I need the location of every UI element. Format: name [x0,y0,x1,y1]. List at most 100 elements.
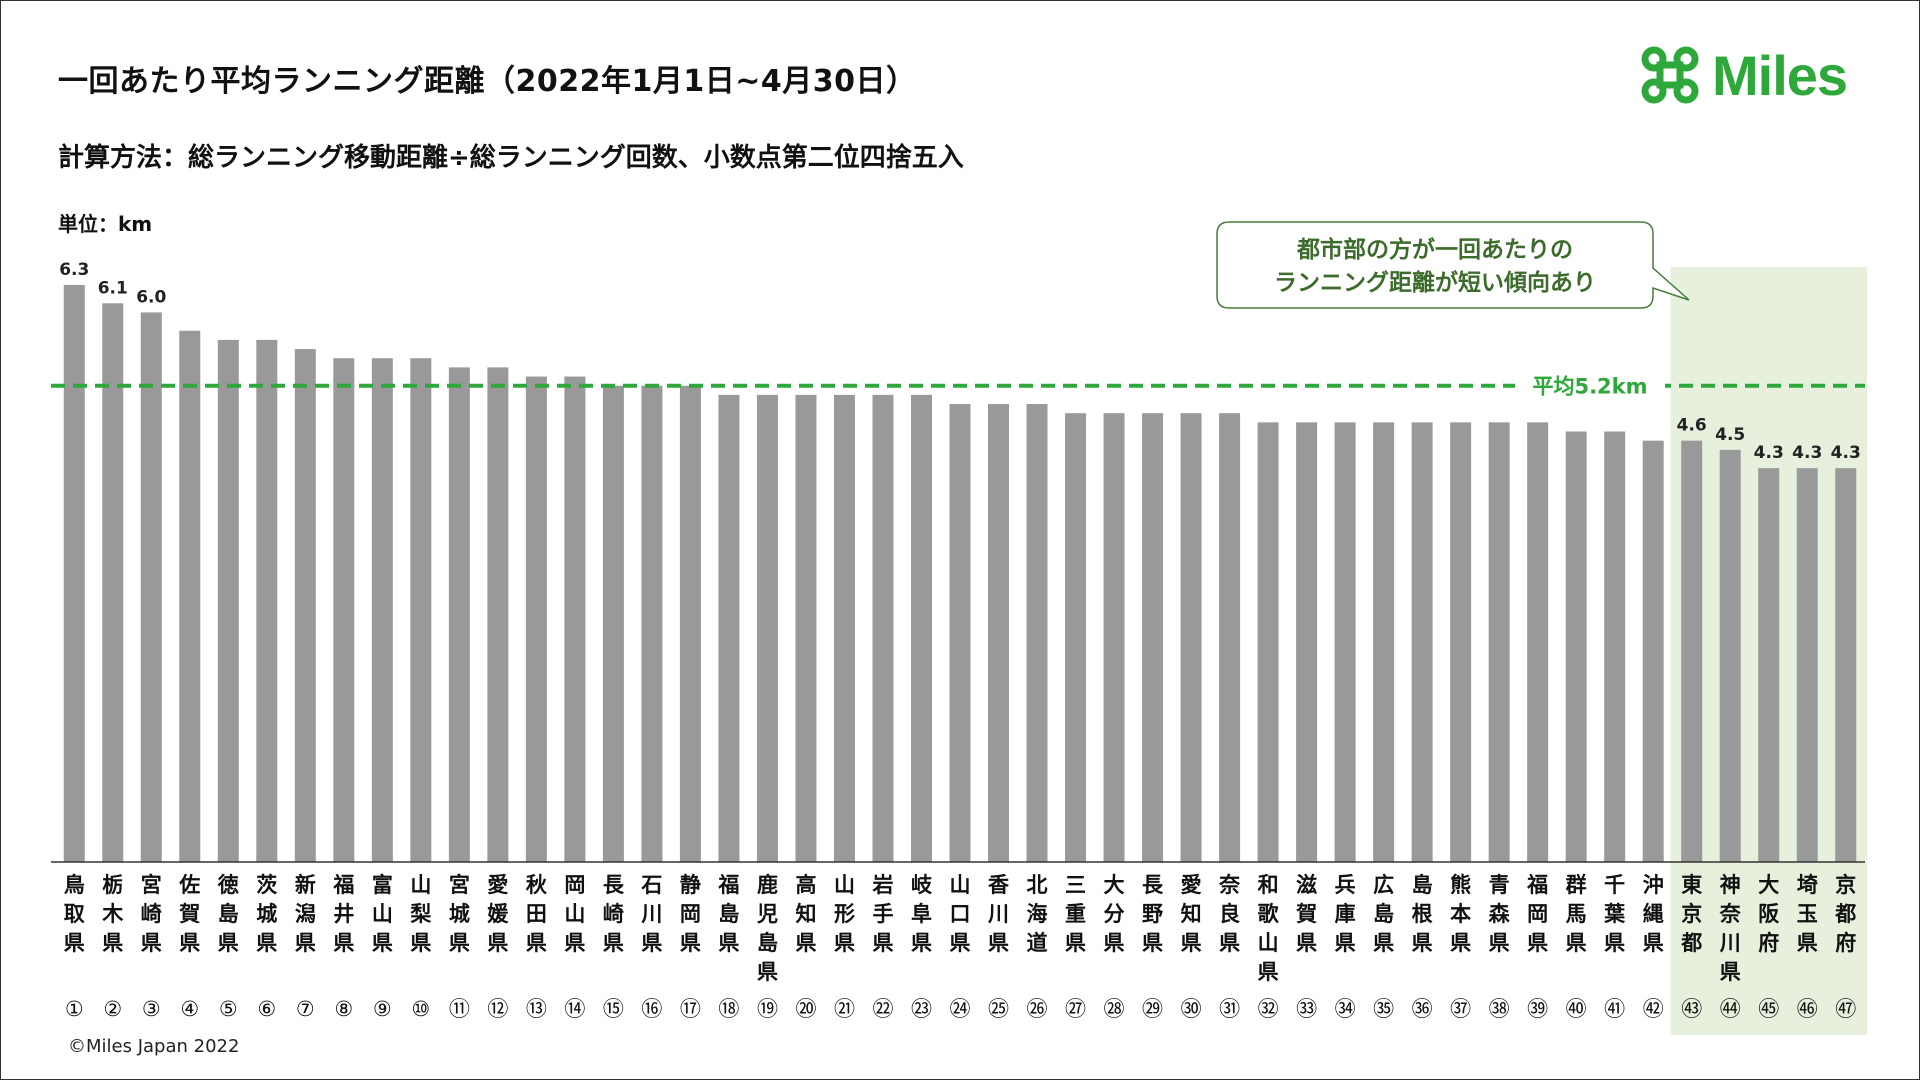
rank-label-12: ⑫ [487,997,508,1021]
bar-13 [525,376,547,862]
category-label-27-char-2: 重 [1065,902,1086,926]
category-label-42-char-2: 縄 [1643,902,1664,926]
rank-label-22: ㉒ [872,997,893,1021]
category-label-8-char-2: 井 [333,902,354,926]
bar-24 [949,404,971,862]
category-label-4-char-3: 県 [179,931,200,955]
category-label-40-char-2: 馬 [1566,902,1587,926]
category-label-44-char-2: 奈 [1719,902,1742,926]
category-label-39-char-3: 県 [1527,931,1548,955]
rank-label-20: ⑳ [795,997,816,1021]
rank-label-47: ㊼ [1835,997,1856,1021]
category-label-41-char-2: 葉 [1603,902,1626,926]
rank-label-39: ㊴ [1527,997,1548,1021]
category-label-37-char-3: 県 [1450,931,1471,955]
category-label-17-char-2: 岡 [680,902,701,926]
category-label-32-char-1: 和 [1258,873,1279,897]
category-label-30-char-1: 愛 [1181,873,1202,897]
category-label-15-char-3: 県 [603,931,624,955]
value-label-44: 4.5 [1715,425,1745,445]
rank-label-8: ⑧ [334,997,353,1021]
category-label-24-char-3: 県 [950,931,971,955]
average-label-bg [1515,368,1665,399]
category-label-3-char-2: 崎 [141,902,162,926]
bar-3 [140,312,162,862]
category-label-4-char-1: 佐 [178,873,200,897]
rank-label-9: ⑨ [373,997,392,1021]
category-label-45-char-2: 阪 [1758,902,1780,926]
bar-16 [641,385,663,862]
rank-label-14: ⑭ [564,997,585,1021]
rank-label-38: ㊳ [1489,997,1510,1021]
category-label-21-char-3: 県 [834,931,855,955]
category-label-39-char-2: 岡 [1527,902,1548,926]
category-label-46-char-2: 玉 [1797,902,1818,926]
callout-line-1: 都市部の方が一回あたりの [1296,236,1573,263]
rank-label-11: ⑪ [449,997,470,1021]
bar-29 [1142,413,1164,862]
category-label-29-char-1: 長 [1142,873,1164,897]
category-label-10-char-3: 県 [410,931,431,955]
category-label-43-char-3: 都 [1680,931,1702,955]
category-label-26-char-2: 海 [1027,902,1048,926]
rank-label-33: ㉝ [1296,997,1317,1021]
value-label-47: 4.3 [1831,443,1861,463]
rank-label-37: ㊲ [1450,997,1471,1021]
bar-28 [1103,413,1125,862]
value-label-43: 4.6 [1677,416,1707,436]
rank-label-16: ⑯ [641,997,662,1021]
category-label-9-char-1: 富 [372,873,393,897]
category-label-7-char-2: 潟 [295,902,316,926]
bar-31 [1219,413,1241,862]
rank-label-34: ㉞ [1335,997,1356,1021]
bar-21 [833,394,855,862]
bar-38 [1488,422,1510,862]
category-label-14-char-2: 山 [564,902,585,926]
bar-45 [1758,468,1780,862]
rank-label-3: ③ [142,997,161,1021]
category-label-36-char-1: 島 [1412,873,1433,897]
bar-43 [1681,440,1703,862]
category-label-19-char-4: 県 [757,960,778,984]
bar-7 [294,349,316,862]
category-label-5-char-3: 県 [218,931,239,955]
calculation-method: 計算方法：総ランニング移動距離÷総ランニング回数、小数点第二位四捨五入 [58,143,964,173]
category-label-29-char-3: 県 [1142,931,1163,955]
category-label-7-char-1: 新 [295,873,316,897]
category-label-11-char-3: 県 [449,931,470,955]
category-label-21-char-2: 形 [834,902,855,926]
category-label-9-char-2: 山 [372,902,393,926]
rank-label-19: ⑲ [757,997,778,1021]
logo-text: Miles [1712,43,1848,107]
category-label-6-char-2: 城 [256,902,277,926]
bar-25 [988,404,1010,862]
category-label-12-char-2: 媛 [486,902,509,926]
category-label-9-char-3: 県 [372,931,393,955]
rank-label-18: ⑱ [718,997,739,1021]
category-label-34-char-3: 県 [1335,931,1356,955]
category-label-28-char-1: 大 [1104,873,1125,897]
rank-label-24: ㉔ [950,997,971,1021]
category-label-40-char-3: 県 [1566,931,1587,955]
category-label-32-char-2: 歌 [1258,902,1280,926]
rank-label-41: ㊶ [1604,997,1625,1021]
copyright-text: ©Miles Japan 2022 [68,1036,240,1057]
bar-20 [795,394,817,862]
bar-11 [448,367,470,862]
category-label-46-char-3: 県 [1797,931,1818,955]
callout-line-2: ランニング距離が短い傾向あり [1274,269,1596,296]
unit-label: 単位：km [58,212,153,236]
bar-4 [179,330,201,862]
category-label-35-char-3: 県 [1373,931,1394,955]
bar-32 [1257,422,1279,862]
category-label-8-char-1: 福 [332,873,354,897]
category-label-37-char-2: 本 [1450,902,1471,926]
category-label-26-char-1: 北 [1027,873,1048,897]
category-label-47-char-2: 都 [1834,902,1856,926]
category-label-28-char-2: 分 [1104,902,1125,926]
category-label-5-char-2: 島 [218,902,239,926]
rank-label-45: ㊺ [1758,997,1779,1021]
bar-12 [487,367,509,862]
category-label-44-char-1: 神 [1720,873,1741,897]
category-label-33-char-1: 滋 [1296,873,1317,897]
